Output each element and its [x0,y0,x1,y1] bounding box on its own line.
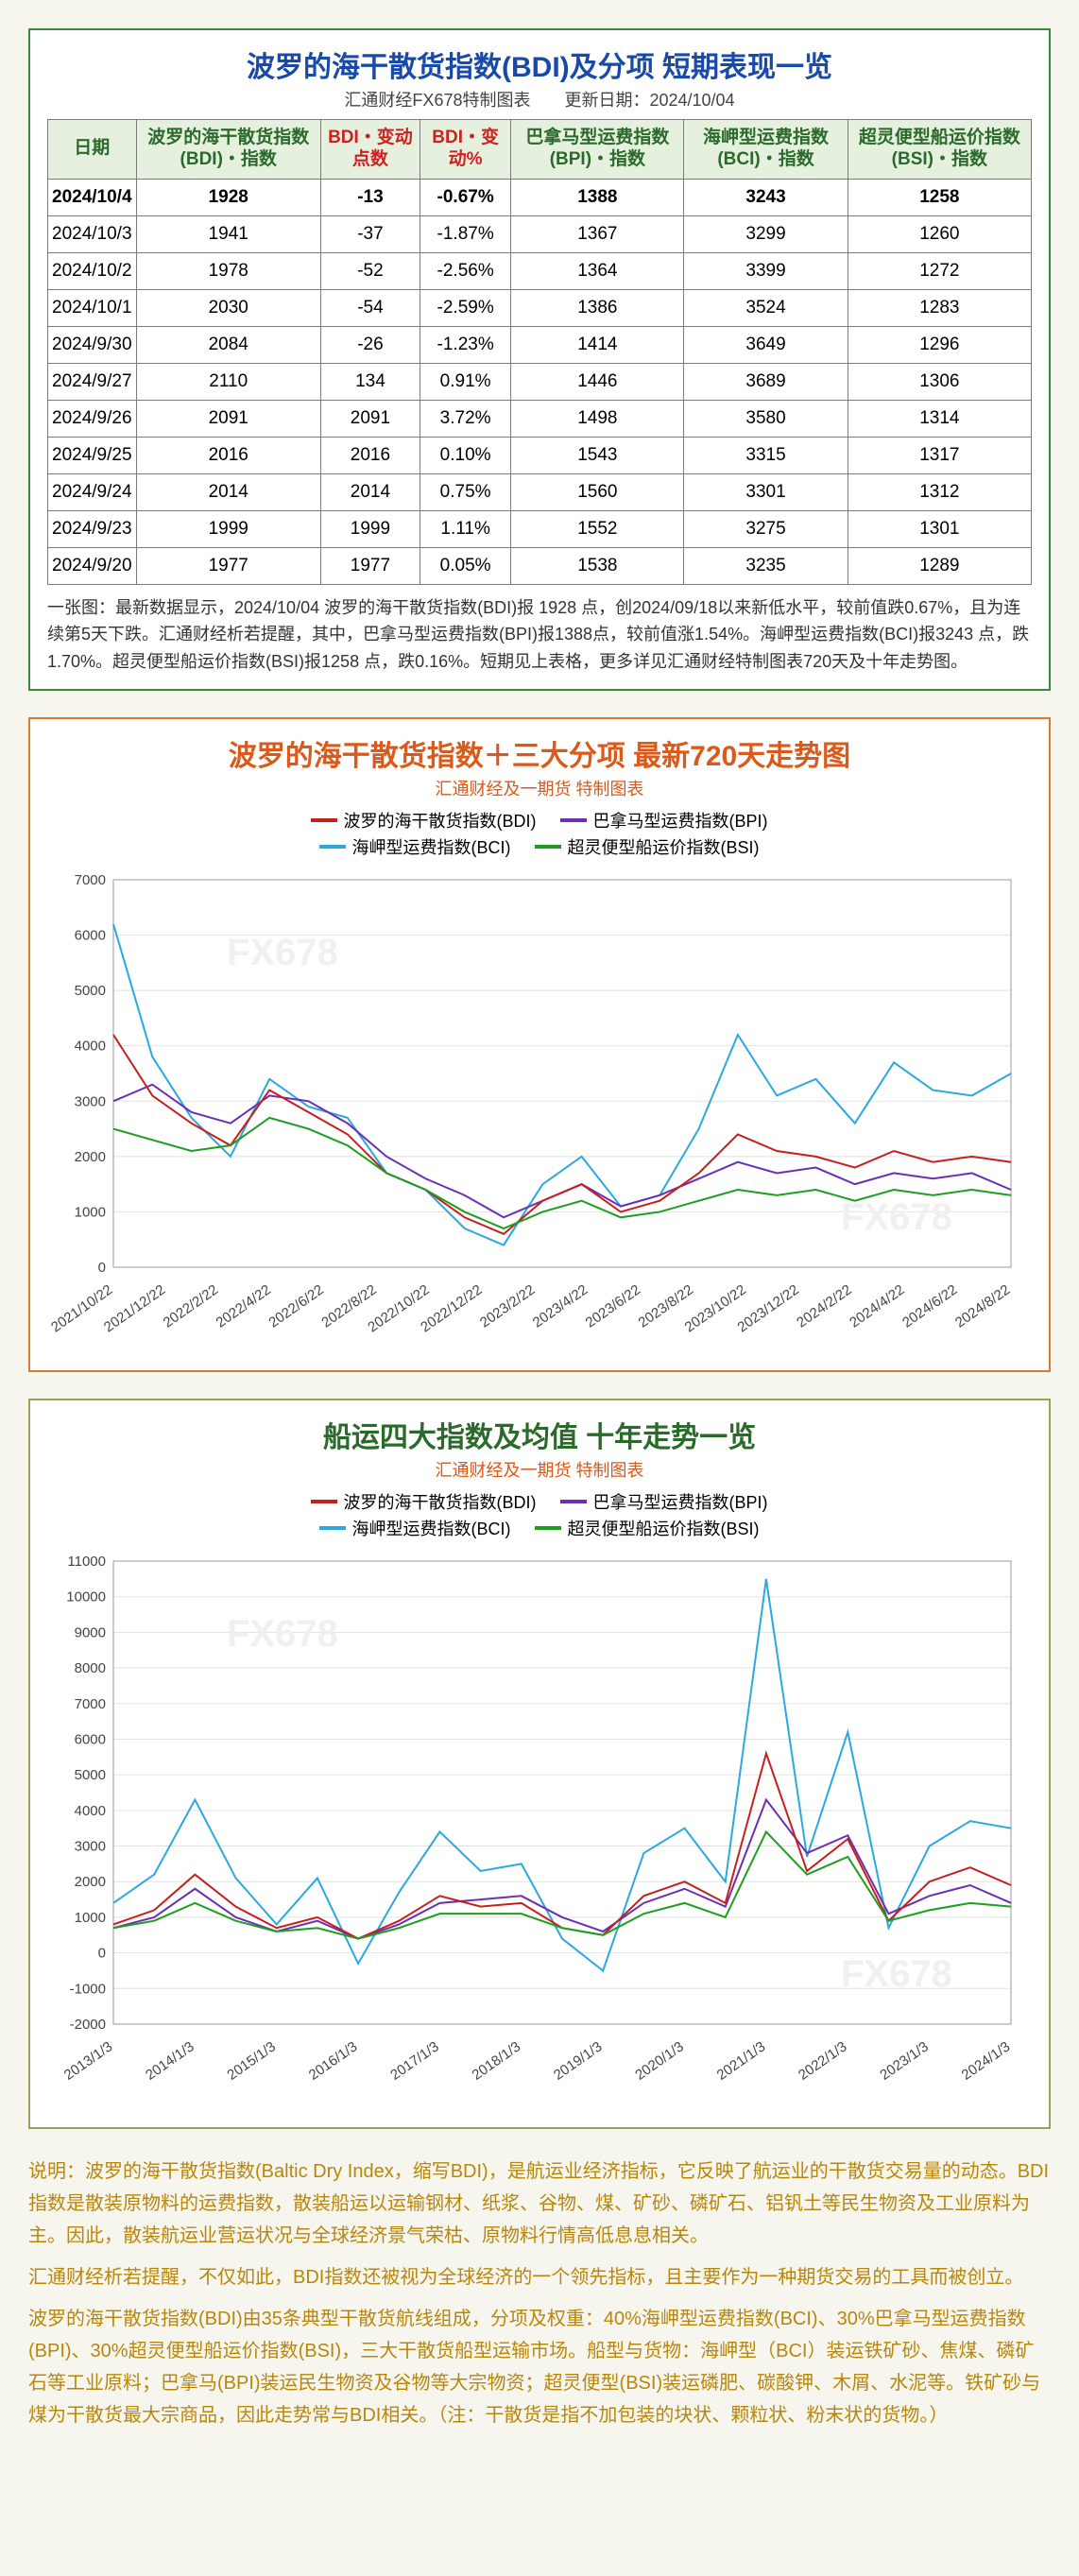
svg-text:FX678: FX678 [841,1196,952,1238]
table-summary: 一张图：最新数据显示，2024/10/04 波罗的海干散货指数(BDI)报 19… [47,594,1032,676]
svg-text:-2000: -2000 [70,2017,106,2033]
table-header: BDI・变动点数 [320,120,420,180]
svg-text:2022/4/22: 2022/4/22 [214,1281,274,1331]
svg-text:1000: 1000 [75,1204,106,1220]
svg-text:FX678: FX678 [841,1953,952,1995]
svg-text:2022/2/22: 2022/2/22 [161,1281,221,1331]
table-row: 2024/9/2721101340.91%144636891306 [48,363,1032,400]
table-row: 2024/9/25201620160.10%154333151317 [48,437,1032,473]
svg-text:2023/4/22: 2023/4/22 [530,1281,591,1331]
table-header: 巴拿马型运费指数(BPI)・指数 [511,120,684,180]
table-header: 海岬型运费指数(BCI)・指数 [684,120,848,180]
svg-text:0: 0 [98,1946,106,1962]
chart720-title: 波罗的海干散货指数＋三大分项 最新720天走势图 [47,732,1032,774]
data-table: 日期波罗的海干散货指数(BDI)・指数BDI・变动点数BDI・变动%巴拿马型运费… [47,119,1032,585]
footnotes: 说明：波罗的海干散货指数(Baltic Dry Index，缩写BDI)，是航运… [28,2155,1051,2431]
svg-text:5000: 5000 [75,1767,106,1783]
svg-text:2016/1/3: 2016/1/3 [306,2038,361,2083]
legend-item: 巴拿马型运费指数(BPI) [560,808,767,833]
chart720-legend-b: 海岬型运费指数(BCI) 超灵便型船运价指数(BSI) [47,834,1032,859]
svg-text:2024/6/22: 2024/6/22 [899,1281,960,1331]
chart10y-svg: -2000 -1000 0 1000 2000 3000 4000 5000 6000 7000 8… [47,1542,1030,2109]
legend-item: 超灵便型船运价指数(BSI) [535,834,759,859]
svg-text:2023/1/3: 2023/1/3 [877,2038,932,2083]
svg-text:5000: 5000 [75,983,106,999]
table-row: 2024/10/12030-54-2.59%138635241283 [48,289,1032,326]
chart10y-legend: 波罗的海干散货指数(BDI) 巴拿马型运费指数(BPI) [47,1489,1032,1514]
svg-text:2020/1/3: 2020/1/3 [632,2038,687,2083]
legend-item: 超灵便型船运价指数(BSI) [535,1516,759,1540]
table-title: 波罗的海干散货指数(BDI)及分项 短期表现一览 [47,43,1032,85]
svg-text:2019/1/3: 2019/1/3 [551,2038,606,2083]
table-subtitle: 汇通财经FX678特制图表 更新日期：2024/10/04 [47,87,1032,112]
svg-text:2024/8/22: 2024/8/22 [952,1281,1013,1331]
svg-text:FX678: FX678 [227,932,338,973]
svg-text:2024/4/22: 2024/4/22 [847,1281,907,1331]
table-row: 2024/9/23199919991.11%155232751301 [48,510,1032,547]
chart10y-title: 船运四大指数及均值 十年走势一览 [47,1414,1032,1455]
svg-text:10000: 10000 [66,1589,106,1606]
svg-text:2022/6/22: 2022/6/22 [265,1281,326,1331]
svg-text:7000: 7000 [75,1696,106,1712]
svg-text:2021/1/3: 2021/1/3 [714,2038,769,2083]
chart720-svg: 010002000300040005000600070002021/10/222… [47,861,1030,1352]
svg-text:-1000: -1000 [70,1981,106,1997]
table-header: 波罗的海干散货指数(BDI)・指数 [136,120,320,180]
legend-item: 海岬型运费指数(BCI) [319,1516,510,1540]
svg-text:4000: 4000 [75,1803,106,1819]
svg-text:7000: 7000 [75,872,106,888]
svg-text:2023/6/22: 2023/6/22 [583,1281,643,1331]
chart720-legend: 波罗的海干散货指数(BDI) 巴拿马型运费指数(BPI) [47,808,1032,833]
svg-text:FX678: FX678 [227,1613,338,1655]
svg-text:11000: 11000 [67,1554,106,1570]
table-row: 2024/9/24201420140.75%156033011312 [48,473,1032,510]
table-row: 2024/10/41928-13-0.67%138832431258 [48,179,1032,215]
table-row: 2024/10/21978-52-2.56%136433991272 [48,252,1032,289]
svg-text:2014/1/3: 2014/1/3 [143,2038,197,2083]
svg-text:2024/2/22: 2024/2/22 [794,1281,854,1331]
svg-text:2000: 2000 [75,1149,106,1165]
table-row: 2024/9/26209120913.72%149835801314 [48,400,1032,437]
svg-text:9000: 9000 [75,1624,106,1640]
legend-item: 巴拿马型运费指数(BPI) [560,1489,767,1514]
svg-text:2024/1/3: 2024/1/3 [959,2038,1014,2083]
svg-text:8000: 8000 [75,1660,106,1676]
svg-text:4000: 4000 [75,1039,106,1055]
svg-text:2000: 2000 [75,1874,106,1890]
chart10y-subtitle: 汇通财经及一期货 特制图表 [47,1457,1032,1482]
svg-text:2015/1/3: 2015/1/3 [224,2038,279,2083]
chart-720-panel: 波罗的海干散货指数＋三大分项 最新720天走势图 汇通财经及一期货 特制图表 波… [28,717,1051,1372]
table-row: 2024/9/20197719770.05%153832351289 [48,547,1032,584]
table-row: 2024/9/302084-26-1.23%141436491296 [48,326,1032,363]
table-header: 日期 [48,120,137,180]
svg-text:3000: 3000 [75,1839,106,1855]
svg-text:2018/1/3: 2018/1/3 [470,2038,524,2083]
table-header: BDI・变动% [420,120,510,180]
svg-text:3000: 3000 [75,1093,106,1109]
table-row: 2024/10/31941-37-1.87%136732991260 [48,215,1032,252]
chart720-subtitle: 汇通财经及一期货 特制图表 [47,776,1032,800]
svg-text:2022/1/3: 2022/1/3 [796,2038,850,2083]
legend-item: 海岬型运费指数(BCI) [319,834,510,859]
svg-text:2013/1/3: 2013/1/3 [61,2038,116,2083]
chart-10y-panel: 船运四大指数及均值 十年走势一览 汇通财经及一期货 特制图表 波罗的海干散货指数… [28,1399,1051,2129]
chart10y-legend-b: 海岬型运费指数(BCI) 超灵便型船运价指数(BSI) [47,1516,1032,1540]
table-panel: 波罗的海干散货指数(BDI)及分项 短期表现一览 汇通财经FX678特制图表 更… [28,28,1051,691]
legend-item: 波罗的海干散货指数(BDI) [311,808,536,833]
table-header: 超灵便型船运价指数(BSI)・指数 [848,120,1031,180]
svg-text:6000: 6000 [75,928,106,944]
svg-text:6000: 6000 [75,1731,106,1747]
svg-text:1000: 1000 [75,1910,106,1926]
svg-text:2023/2/22: 2023/2/22 [477,1281,538,1331]
svg-text:2017/1/3: 2017/1/3 [387,2038,442,2083]
legend-item: 波罗的海干散货指数(BDI) [311,1489,536,1514]
svg-text:0: 0 [98,1260,106,1276]
